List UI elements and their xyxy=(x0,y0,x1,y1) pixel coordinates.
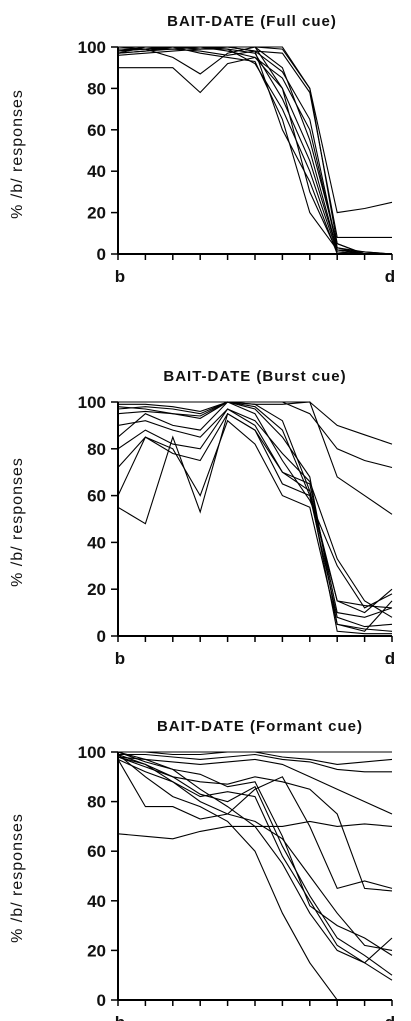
series-line-9 xyxy=(117,751,393,964)
series-line-11 xyxy=(117,758,393,981)
series-line-5 xyxy=(117,412,393,628)
chart-title: BAIT-DATE (Formant cue) xyxy=(157,718,363,735)
y-tick-label: 0 xyxy=(97,991,106,1010)
series-line-9 xyxy=(117,401,393,632)
series-line-6 xyxy=(117,408,393,614)
y-tick-label: 60 xyxy=(87,121,106,140)
y-tick-label: 0 xyxy=(97,245,106,264)
series-line-9 xyxy=(118,46,392,255)
series-line-12 xyxy=(117,754,392,1001)
series-line-10 xyxy=(117,401,393,609)
chart-title: BAIT-DATE (Burst cue) xyxy=(163,368,346,385)
x-tick-label-b: b xyxy=(115,649,125,668)
series-line-12 xyxy=(117,46,392,255)
y-tick-label: 100 xyxy=(78,393,106,412)
series-line-7 xyxy=(117,401,393,609)
series-line-2 xyxy=(118,751,393,765)
series-line-3 xyxy=(117,46,393,255)
y-axis-label: % /b/ responses xyxy=(9,813,26,943)
series-line-6 xyxy=(117,48,392,255)
series-line-5 xyxy=(118,56,393,255)
panel-burst-cue: BAIT-DATE (Burst cue) % /b/ responses 0 2… xyxy=(9,368,395,668)
series-lines xyxy=(117,401,393,635)
series-lines xyxy=(117,751,393,1001)
series-line-10 xyxy=(117,756,393,976)
y-tick-label: 20 xyxy=(87,941,106,960)
series-line-6 xyxy=(117,756,393,892)
axes xyxy=(111,751,393,1006)
y-tick-label: 80 xyxy=(87,793,106,812)
series-line-2 xyxy=(117,46,392,238)
y-tick-labels: 0 20 40 60 80 100 xyxy=(78,393,106,646)
y-tick-label: 20 xyxy=(87,580,106,599)
series-line-4 xyxy=(117,419,393,632)
axes xyxy=(111,401,393,642)
y-tick-label: 40 xyxy=(87,533,106,552)
x-tick-label-b: b xyxy=(115,1013,125,1021)
y-tick-label: 100 xyxy=(78,38,106,57)
y-axis-label: % /b/ responses xyxy=(9,89,26,219)
y-axis-label: % /b/ responses xyxy=(9,457,26,587)
series-line-7 xyxy=(117,46,392,255)
series-line-1 xyxy=(118,46,393,214)
series-line-8 xyxy=(117,753,393,951)
series-line-7 xyxy=(117,759,393,890)
series-line-4 xyxy=(117,756,393,815)
x-tick-label-d: d xyxy=(385,649,395,668)
series-line-2 xyxy=(118,401,393,469)
x-tick-label-d: d xyxy=(385,267,395,286)
series-line-4 xyxy=(118,46,392,255)
series-line-11 xyxy=(117,46,392,255)
axes xyxy=(111,46,393,260)
series-line-8 xyxy=(117,46,392,255)
y-tick-labels: 0 20 40 60 80 100 xyxy=(78,743,106,1010)
panel-formant-cue: BAIT-DATE (Formant cue) % /b/ responses … xyxy=(9,718,395,1021)
y-tick-label: 20 xyxy=(87,204,106,223)
series-lines xyxy=(117,46,393,255)
y-tick-label: 60 xyxy=(87,842,106,861)
series-line-12 xyxy=(117,401,393,515)
y-tick-label: 40 xyxy=(87,162,106,181)
y-tick-label: 0 xyxy=(97,627,106,646)
chart-title: BAIT-DATE (Full cue) xyxy=(167,13,337,30)
y-tick-label: 80 xyxy=(87,79,106,98)
series-line-10 xyxy=(117,46,392,255)
series-line-8 xyxy=(117,408,393,618)
series-line-3 xyxy=(118,753,392,773)
y-tick-labels: 0 20 40 60 80 100 xyxy=(78,38,106,264)
y-tick-label: 40 xyxy=(87,892,106,911)
y-tick-label: 100 xyxy=(78,743,106,762)
y-tick-label: 60 xyxy=(87,487,106,506)
series-line-13 xyxy=(117,751,393,956)
x-tick-label-d: d xyxy=(385,1013,395,1021)
series-line-5 xyxy=(117,820,393,840)
y-tick-label: 80 xyxy=(87,440,106,459)
panel-full-cue: BAIT-DATE (Full cue) % /b/ responses 0 20… xyxy=(9,13,395,286)
x-tick-labels: bd xyxy=(115,1013,395,1021)
x-tick-label-b: b xyxy=(115,267,125,286)
